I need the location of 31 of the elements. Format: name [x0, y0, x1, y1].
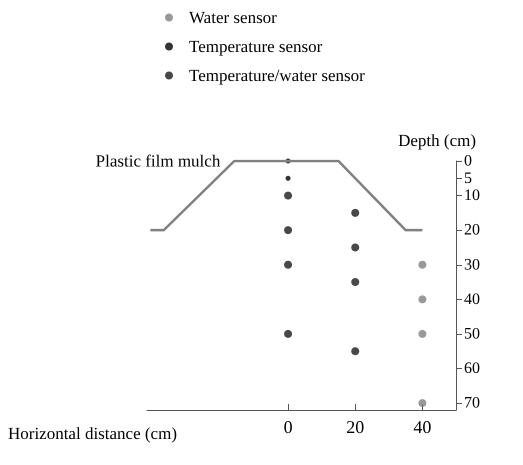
y-tick-label: 40: [464, 290, 480, 308]
point: [418, 399, 426, 408]
series-label: Plastic film mulch: [96, 152, 221, 170]
y-axis-title: Depth (cm): [398, 131, 476, 150]
point: [351, 243, 360, 252]
point: [286, 176, 291, 181]
y-tick-label: 0: [464, 152, 472, 170]
legend-label: Water sensor: [189, 8, 278, 27]
y-tick-label: 70: [464, 394, 480, 412]
point: [284, 330, 292, 338]
point: [284, 192, 292, 200]
point: [284, 260, 292, 269]
point: [418, 260, 426, 269]
x-tick-label: 0: [284, 417, 293, 437]
legend-label: Temperature sensor: [189, 37, 323, 56]
x-tick-label: 20: [346, 417, 364, 437]
x-tick-label: 40: [413, 417, 432, 437]
legend-label: Temperature/water sensor: [189, 66, 366, 85]
point: [418, 295, 426, 304]
point: [284, 226, 292, 234]
point: [418, 330, 426, 338]
y-tick-label: 50: [464, 325, 480, 342]
point: [351, 278, 360, 286]
point: [351, 208, 360, 217]
x-axis-title: Horizontal distance (cm): [8, 424, 177, 443]
y-tick-label: 30: [464, 256, 480, 274]
y-tick-label: 20: [464, 222, 480, 239]
point: [351, 347, 360, 356]
y-tick-label: 10: [464, 187, 480, 204]
y-tick-label: 5: [464, 170, 472, 187]
y-tick-label: 60: [464, 360, 480, 377]
